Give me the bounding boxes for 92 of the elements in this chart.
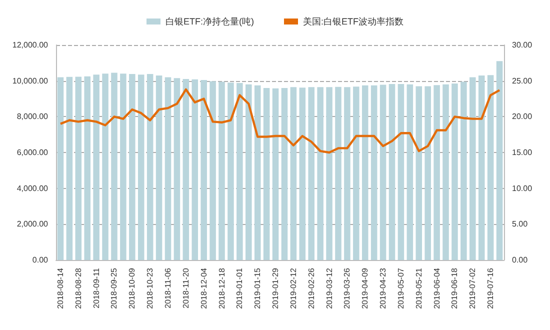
bar [460, 82, 467, 260]
bar [200, 80, 207, 260]
y2-tick-label: 10.00 [512, 184, 533, 193]
y-tick-label: 8,000.00 [16, 112, 49, 122]
bar [210, 81, 216, 260]
x-tick-label: 2019-03-12 [324, 267, 334, 309]
x-tick-label: 2019-01-15 [253, 267, 262, 309]
bar [496, 61, 503, 260]
y-tick-label: 2,000.00 [16, 220, 49, 229]
bar [317, 87, 324, 260]
x-tick-label: 2018-08-14 [56, 267, 65, 309]
bar [406, 84, 414, 260]
x-tick-label: 2019-02-12 [288, 267, 298, 309]
x-tick-label: 2018-09-11 [92, 267, 101, 308]
bar [424, 86, 431, 260]
bar [75, 76, 82, 260]
bar [111, 72, 118, 260]
bar [308, 87, 314, 260]
line-series [59, 88, 501, 154]
x-tick-label: 2019-03-26 [342, 267, 352, 309]
x-tick-label: 2018-12-18 [217, 267, 226, 309]
bar [442, 84, 449, 260]
bar [129, 74, 136, 260]
bar [263, 88, 270, 260]
x-tick-label: 2018-11-20 [181, 267, 190, 308]
x-tick-label: 2019-04-23 [378, 267, 388, 309]
bar [272, 88, 279, 260]
bar [182, 79, 190, 260]
y2-tick-label: 15.00 [512, 148, 533, 157]
bar [452, 84, 458, 260]
y-tick-label: 6,000.00 [16, 148, 49, 157]
x-tick-label: 2019-01-01 [235, 267, 244, 309]
bar [416, 86, 422, 260]
y-tick-label: 4,000.00 [16, 184, 49, 193]
bar [246, 84, 252, 260]
y-tick-label: 12,000.00 [12, 40, 49, 50]
bar [353, 86, 360, 260]
bar [326, 87, 332, 260]
bar [370, 85, 378, 260]
y2-tick-label: 0.00 [512, 256, 528, 264]
bar [218, 82, 225, 260]
bar [236, 82, 243, 260]
bar [434, 85, 440, 260]
x-tick-label: 2018-12-04 [199, 267, 208, 309]
bar [487, 75, 494, 260]
y-tick-label: 0.00 [32, 256, 49, 264]
legend-label: 白银ETF:净持仓量(吨) [166, 16, 254, 26]
bar [57, 77, 64, 260]
y-tick-label: 10,000.00 [12, 76, 49, 86]
y2-tick-label: 5.00 [512, 220, 528, 229]
x-tick-label: 2019-05-21 [414, 267, 424, 309]
x-tick-label: 2019-04-09 [360, 267, 370, 309]
x-tick-label: 2018-11-06 [164, 267, 172, 308]
bar [281, 88, 288, 260]
x-tick-label: 2019-01-29 [271, 267, 280, 309]
bar [174, 78, 180, 260]
x-tick-label: 2019-05-07 [396, 267, 406, 309]
x-tick-label: 2019-06-04 [432, 267, 442, 309]
bar [84, 76, 90, 260]
x-tick-label: 2019-06-18 [450, 267, 460, 309]
bar [290, 87, 297, 260]
x-tick-label: 2018-10-23 [146, 267, 155, 309]
bar [362, 85, 368, 260]
bar [388, 84, 396, 260]
bar [299, 88, 306, 260]
bar [146, 74, 154, 260]
bar [192, 79, 198, 260]
bar [380, 84, 386, 260]
y2-tick-label: 25.00 [512, 76, 533, 86]
bar [228, 82, 234, 260]
bar [470, 77, 476, 260]
bar [164, 77, 172, 260]
legend-label: 美国:白银ETF波动率指数 [302, 16, 404, 26]
bar [478, 75, 485, 260]
x-tick-label: 2019-07-16 [486, 267, 496, 309]
bar [344, 87, 350, 260]
bar [120, 74, 126, 260]
y2-tick-label: 30.00 [512, 40, 533, 50]
x-tick-label: 2019-07-02 [468, 267, 478, 309]
x-tick-label: 2019-02-26 [306, 267, 316, 309]
x-tick-label: 2018-08-28 [74, 267, 83, 309]
x-tick-label: 2018-10-09 [128, 267, 137, 309]
bar [66, 76, 73, 260]
bar [398, 84, 404, 260]
bar [335, 86, 342, 260]
bar [102, 74, 108, 260]
bar [254, 85, 261, 260]
bar [156, 75, 162, 260]
x-tick-label: 2018-09-25 [110, 267, 119, 309]
bar [138, 74, 144, 260]
y2-tick-label: 20.00 [512, 112, 533, 122]
bar [93, 74, 100, 260]
